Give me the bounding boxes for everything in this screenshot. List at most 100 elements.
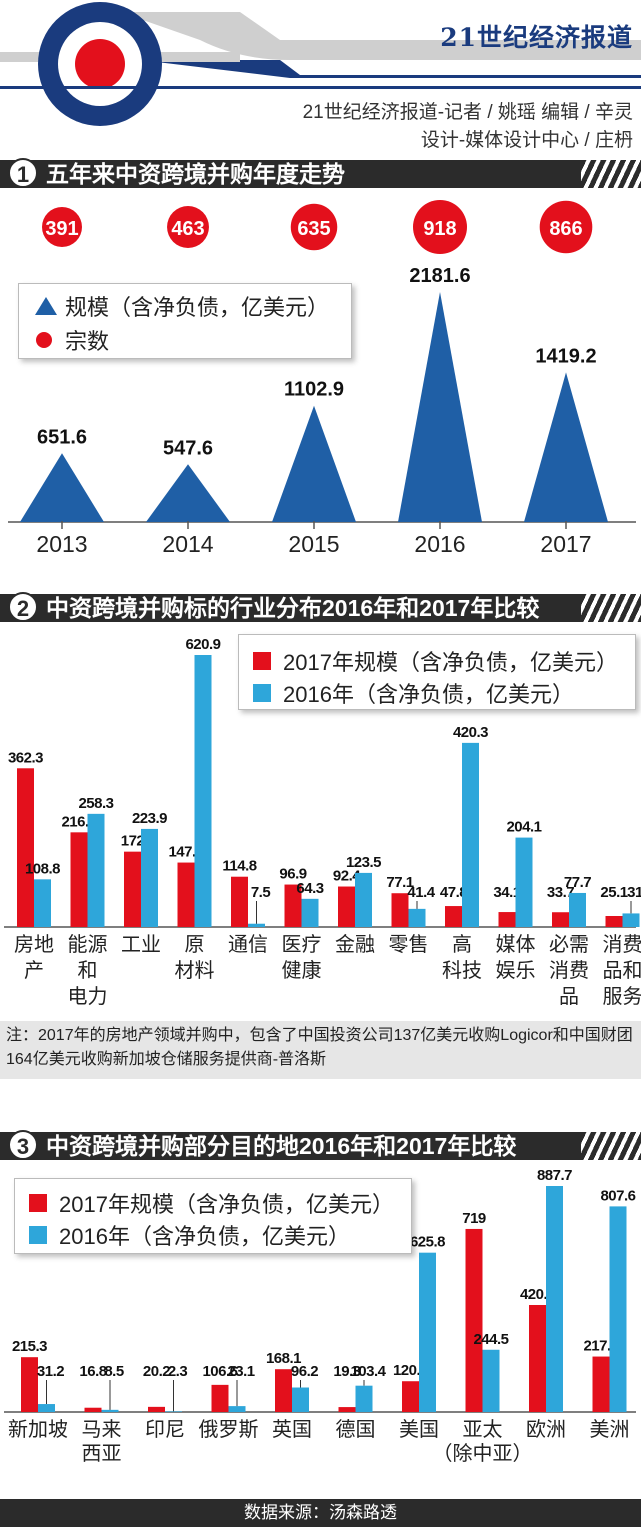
bar-value-label-2016: 625.8 (410, 1234, 445, 1251)
bar-2016 (408, 908, 426, 927)
bar-value-label-2017: 96.9 (279, 866, 306, 883)
bar-value-label-2016: 77.7 (564, 874, 591, 891)
data-source-footer: 数据来源：汤森路透 (0, 1499, 641, 1527)
bar-2016 (462, 742, 479, 927)
bar-value-label-2017: 20.2 (143, 1363, 170, 1380)
x-tick-label: （除中亚） (433, 1442, 533, 1465)
section-1-number: 1 (8, 158, 38, 188)
bar-value-label-2017: 77.1 (386, 874, 413, 891)
x-tick-label: 通信 (228, 933, 268, 956)
scale-value-label: 1102.9 (284, 379, 344, 401)
chart-2-industry: 362.3108.8房地产216.1258.3能源和电力172223.9工业14… (4, 636, 641, 1008)
bar-2016 (569, 892, 586, 927)
x-tick-label: 和 (78, 959, 98, 982)
x-tick-label: 消费 (549, 959, 589, 982)
count-circle (290, 203, 338, 251)
x-tick-label: 马来 (82, 1418, 122, 1441)
x-tick-label: 俄罗斯 (199, 1418, 259, 1441)
legend-item-2016: 2016年（含净负债，亿美元） (253, 677, 574, 709)
bar-2016 (515, 837, 533, 927)
bar-2016 (609, 1206, 627, 1412)
blue-square-icon (253, 684, 271, 702)
bar-2017 (338, 886, 355, 927)
bar-value-label-2016: 807.6 (600, 1187, 635, 1204)
legend-label-2016: 2016年（含净负债，亿美元） (59, 1224, 350, 1249)
bar-2017 (21, 1357, 38, 1412)
bar-value-label-2017: 362.3 (8, 749, 43, 766)
bar-value-label-2017: 172 (121, 833, 145, 850)
bar-2016 (482, 1349, 500, 1412)
bar-value-label-2016: 258.3 (78, 795, 113, 812)
x-tick-label: 健康 (282, 959, 322, 982)
legend-label-count: 宗数 (65, 329, 110, 354)
bar-value-label-2016: 108.8 (25, 860, 60, 877)
bar-2016 (194, 655, 212, 927)
bar-2017 (465, 1228, 483, 1412)
bar-2016 (165, 1411, 182, 1412)
x-tick-label: 品 (559, 986, 579, 1008)
bar-value-label-2017: 33.7 (547, 884, 574, 901)
bar-value-label-2016: 2.3 (168, 1363, 188, 1380)
count-value-label: 463 (171, 218, 204, 240)
chart-2-legend: 2017年规模（含净负债，亿美元） 2016年（含净负债，亿美元） (238, 634, 636, 710)
bar-2017 (84, 1407, 102, 1412)
x-tick-label: 2015 (288, 531, 339, 557)
bar-value-label-2016: 887.7 (537, 1168, 572, 1184)
section-1-header: 1 五年来中资跨境并购年度走势 (0, 156, 641, 192)
count-circle (413, 200, 467, 254)
x-tick-label: 高 (452, 933, 472, 956)
bar-2017 (284, 884, 302, 927)
section-2-title: 中资跨境并购标的行业分布2016年和2017年比较 (46, 595, 540, 621)
bar-2016 (546, 1186, 563, 1412)
legend-item-2017: 2017年规模（含净负债，亿美元） (29, 1187, 394, 1219)
bar-value-label-2016: 204.1 (506, 819, 541, 836)
chart-3-legend: 2017年规模（含净负债，亿美元） 2016年（含净负债，亿美元） (14, 1178, 412, 1254)
x-tick-label: 印尼 (145, 1418, 185, 1441)
bar-value-label-2016: 41.4 (407, 884, 435, 901)
section-3-title: 中资跨境并购部分目的地2016年和2017年比较 (46, 1133, 517, 1159)
count-circle (42, 207, 82, 247)
count-circle (539, 200, 593, 254)
bar-value-label-2016: 7.5 (251, 884, 271, 901)
bar-2017 (552, 912, 569, 927)
chart-1-legend: 规模（含净负债，亿美元） 宗数 (18, 283, 352, 359)
bar-2017 (445, 906, 462, 927)
bar-2017 (529, 1304, 546, 1412)
x-tick-label: 亚太 (463, 1418, 503, 1441)
brand-title: 21世纪经济报道 (440, 23, 633, 52)
bar-2017 (592, 1356, 610, 1412)
x-tick-label: 必需 (549, 933, 589, 956)
bar-value-label-2017: 215.3 (12, 1338, 47, 1355)
x-tick-label: 美洲 (590, 1418, 630, 1441)
triangle-icon (35, 297, 57, 315)
x-tick-label: 科技 (442, 959, 482, 982)
scale-value-label: 2181.6 (409, 265, 470, 287)
scale-triangle (272, 405, 356, 522)
circle-icon (36, 332, 52, 348)
bar-2017 (275, 1369, 292, 1412)
x-tick-label: 材料 (175, 959, 215, 982)
bar-2016 (248, 923, 265, 927)
scale-triangle (398, 292, 482, 522)
count-value-label: 866 (549, 218, 582, 240)
bar-value-label-2017: 92.4 (333, 868, 361, 885)
scale-triangle (20, 453, 104, 522)
scale-triangle (146, 464, 230, 522)
bar-value-label-2016: 64.3 (296, 880, 323, 897)
x-tick-label: 金融 (335, 933, 375, 956)
x-tick-label: 德国 (336, 1418, 376, 1441)
bar-2016 (141, 828, 158, 927)
bar-2016 (355, 1385, 373, 1412)
x-tick-label: 西亚 (82, 1443, 122, 1465)
red-square-icon (29, 1194, 47, 1212)
count-value-label: 391 (45, 218, 78, 240)
blue-square-icon (29, 1226, 47, 1244)
bar-2017 (177, 862, 195, 927)
legend-item-scale: 规模（含净负债，亿美元） (33, 290, 329, 322)
bar-2017 (391, 893, 409, 927)
count-value-label: 918 (423, 218, 456, 240)
bar-2017 (148, 1406, 165, 1412)
section-1-title: 五年来中资跨境并购年度走势 (46, 161, 345, 187)
count-circle (167, 206, 209, 248)
